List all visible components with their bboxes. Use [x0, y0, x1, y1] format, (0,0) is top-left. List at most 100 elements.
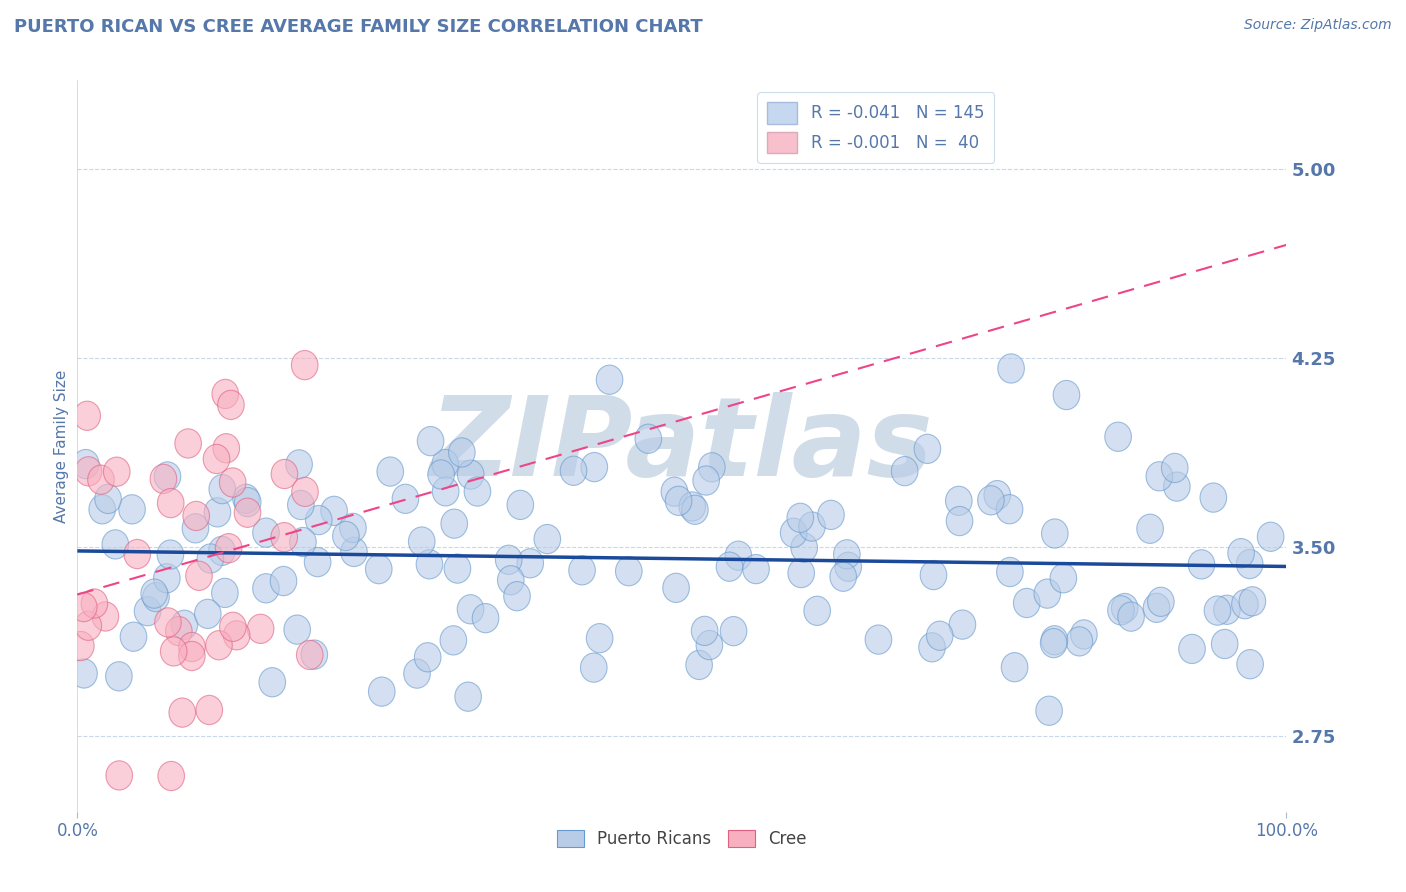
Ellipse shape	[1042, 519, 1069, 549]
Ellipse shape	[235, 498, 260, 527]
Ellipse shape	[692, 616, 718, 646]
Ellipse shape	[1213, 595, 1240, 624]
Ellipse shape	[235, 488, 262, 516]
Ellipse shape	[1137, 514, 1163, 543]
Ellipse shape	[270, 566, 297, 596]
Ellipse shape	[153, 564, 180, 593]
Ellipse shape	[1111, 593, 1137, 623]
Ellipse shape	[1070, 620, 1097, 649]
Ellipse shape	[141, 579, 167, 608]
Ellipse shape	[233, 484, 259, 514]
Ellipse shape	[742, 555, 769, 583]
Ellipse shape	[271, 459, 298, 489]
Ellipse shape	[534, 524, 561, 554]
Ellipse shape	[82, 589, 108, 618]
Ellipse shape	[105, 761, 132, 790]
Ellipse shape	[586, 624, 613, 653]
Ellipse shape	[179, 641, 205, 671]
Ellipse shape	[186, 561, 212, 591]
Ellipse shape	[368, 677, 395, 706]
Ellipse shape	[291, 477, 318, 507]
Ellipse shape	[699, 453, 725, 482]
Ellipse shape	[686, 650, 713, 680]
Ellipse shape	[134, 597, 160, 626]
Ellipse shape	[508, 491, 534, 519]
Ellipse shape	[1066, 627, 1092, 656]
Ellipse shape	[790, 533, 817, 562]
Ellipse shape	[305, 506, 332, 534]
Ellipse shape	[920, 560, 946, 590]
Ellipse shape	[997, 494, 1022, 524]
Ellipse shape	[224, 621, 250, 650]
Ellipse shape	[569, 556, 595, 585]
Ellipse shape	[253, 518, 280, 547]
Ellipse shape	[1146, 462, 1173, 491]
Ellipse shape	[1212, 630, 1239, 658]
Ellipse shape	[799, 512, 825, 541]
Ellipse shape	[259, 667, 285, 697]
Ellipse shape	[1042, 625, 1067, 655]
Ellipse shape	[291, 351, 318, 380]
Ellipse shape	[503, 582, 530, 611]
Ellipse shape	[197, 544, 224, 574]
Ellipse shape	[949, 610, 976, 640]
Ellipse shape	[865, 625, 891, 654]
Ellipse shape	[1232, 590, 1258, 619]
Ellipse shape	[366, 555, 392, 583]
Ellipse shape	[716, 552, 742, 582]
Ellipse shape	[427, 460, 454, 489]
Ellipse shape	[290, 527, 316, 557]
Ellipse shape	[581, 452, 607, 482]
Ellipse shape	[946, 507, 973, 536]
Ellipse shape	[1204, 596, 1230, 625]
Ellipse shape	[984, 481, 1011, 509]
Ellipse shape	[616, 557, 643, 586]
Ellipse shape	[208, 536, 235, 566]
Ellipse shape	[104, 457, 129, 486]
Ellipse shape	[93, 602, 118, 632]
Ellipse shape	[392, 484, 419, 514]
Ellipse shape	[661, 477, 688, 507]
Ellipse shape	[253, 574, 280, 603]
Ellipse shape	[304, 548, 330, 577]
Ellipse shape	[1108, 596, 1135, 625]
Ellipse shape	[1161, 453, 1188, 483]
Ellipse shape	[415, 642, 441, 672]
Ellipse shape	[212, 379, 239, 409]
Ellipse shape	[1257, 522, 1284, 551]
Ellipse shape	[70, 592, 97, 622]
Ellipse shape	[1036, 696, 1063, 725]
Ellipse shape	[433, 476, 458, 506]
Ellipse shape	[404, 659, 430, 689]
Ellipse shape	[73, 450, 98, 479]
Ellipse shape	[720, 616, 747, 646]
Ellipse shape	[787, 558, 814, 588]
Ellipse shape	[301, 640, 328, 669]
Ellipse shape	[998, 354, 1025, 383]
Ellipse shape	[183, 501, 209, 531]
Ellipse shape	[1188, 549, 1215, 579]
Y-axis label: Average Family Size: Average Family Size	[53, 369, 69, 523]
Ellipse shape	[155, 462, 181, 491]
Ellipse shape	[75, 401, 100, 431]
Ellipse shape	[166, 616, 193, 646]
Ellipse shape	[662, 574, 689, 602]
Ellipse shape	[247, 615, 274, 643]
Ellipse shape	[804, 596, 831, 625]
Ellipse shape	[997, 558, 1024, 587]
Ellipse shape	[1118, 602, 1144, 632]
Ellipse shape	[693, 466, 720, 495]
Ellipse shape	[195, 696, 222, 724]
Ellipse shape	[124, 540, 150, 569]
Ellipse shape	[211, 578, 238, 607]
Ellipse shape	[560, 456, 586, 485]
Ellipse shape	[284, 615, 311, 644]
Ellipse shape	[1239, 587, 1265, 616]
Ellipse shape	[1050, 564, 1077, 593]
Ellipse shape	[449, 438, 475, 467]
Ellipse shape	[725, 541, 752, 570]
Ellipse shape	[914, 434, 941, 464]
Ellipse shape	[1164, 472, 1189, 501]
Ellipse shape	[75, 457, 101, 486]
Ellipse shape	[160, 637, 187, 666]
